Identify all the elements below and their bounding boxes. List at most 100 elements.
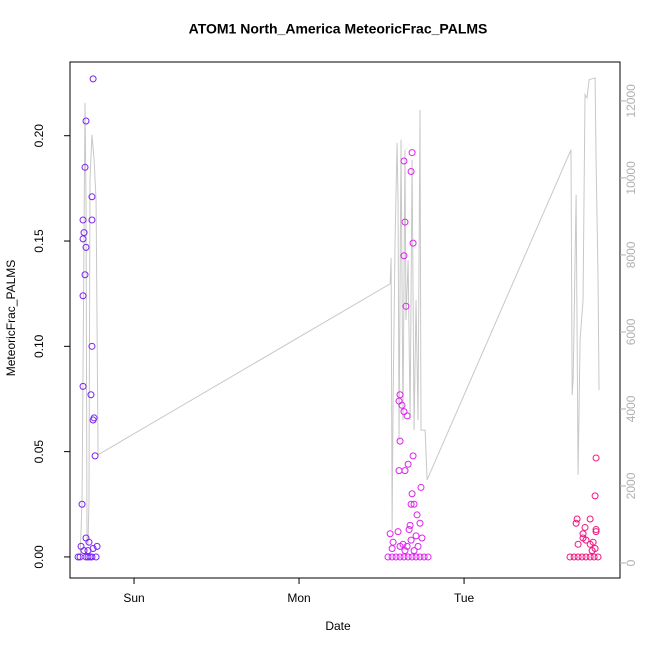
data-point	[586, 553, 594, 561]
data-point	[386, 530, 394, 538]
data-point	[582, 553, 590, 561]
data-point	[404, 460, 412, 468]
y-tick-label: 0.00	[32, 545, 46, 569]
data-point	[74, 553, 82, 561]
y2-tick-label: 4000	[624, 395, 638, 422]
data-point	[408, 490, 416, 498]
data-point	[396, 553, 404, 561]
data-point	[388, 545, 396, 553]
data-point	[407, 500, 415, 508]
data-point	[79, 382, 87, 390]
data-point	[416, 519, 424, 527]
y2-tick-label: 2000	[624, 472, 638, 499]
x-tick-label: Sun	[123, 591, 144, 605]
data-point	[395, 467, 403, 475]
data-point	[81, 271, 89, 279]
data-point	[91, 452, 99, 460]
data-point	[424, 553, 432, 561]
data-point	[400, 408, 408, 416]
data-point	[92, 553, 100, 561]
y-tick-label: 0.05	[32, 440, 46, 464]
data-point	[401, 218, 409, 226]
data-point	[402, 302, 410, 310]
data-point	[87, 391, 95, 399]
data-point	[396, 391, 404, 399]
y2-tick-label: 12000	[624, 84, 638, 118]
data-point	[403, 542, 411, 550]
data-point	[401, 467, 409, 475]
data-point	[592, 528, 600, 536]
x-tick-label: Mon	[287, 591, 310, 605]
data-point	[407, 536, 415, 544]
chart-title: ATOM1 North_America MeteoricFrac_PALMS	[189, 21, 488, 37]
x-tick-label: Tue	[454, 591, 475, 605]
y-tick-label: 0.20	[32, 124, 46, 148]
data-point	[79, 216, 87, 224]
data-point	[400, 252, 408, 260]
data-point	[388, 553, 396, 561]
data-point	[574, 553, 582, 561]
y2-tick-label: 0	[624, 559, 638, 566]
data-point	[573, 515, 581, 523]
data-point	[400, 553, 408, 561]
data-point	[403, 412, 411, 420]
data-point	[586, 515, 594, 523]
data-point	[405, 526, 413, 534]
data-point	[400, 157, 408, 165]
data-point	[582, 536, 590, 544]
plot-frame	[69, 61, 621, 579]
data-point	[414, 542, 422, 550]
data-point	[417, 483, 425, 491]
data-point	[88, 193, 96, 201]
y-tick-label: 0.10	[32, 334, 46, 358]
data-point	[578, 553, 586, 561]
data-point	[412, 532, 420, 540]
y2-tick-label: 6000	[624, 318, 638, 345]
data-point	[570, 553, 578, 561]
data-point	[88, 553, 96, 561]
data-point	[408, 149, 416, 157]
data-point	[404, 553, 412, 561]
data-point	[591, 492, 599, 500]
data-point	[88, 216, 96, 224]
data-point	[406, 521, 414, 529]
data-point	[82, 243, 90, 251]
data-point	[93, 542, 101, 550]
data-point	[89, 75, 97, 83]
data-point	[79, 235, 87, 243]
data-point	[594, 553, 602, 561]
data-point	[409, 452, 417, 460]
data-point	[572, 519, 580, 527]
data-point	[78, 500, 86, 508]
data-point	[592, 526, 600, 534]
data-point	[579, 530, 587, 538]
data-point	[84, 547, 92, 555]
data-point	[82, 117, 90, 125]
data-point	[588, 547, 596, 555]
y-tick-label: 0.15	[32, 229, 46, 253]
data-point	[89, 416, 97, 424]
x-axis-label: Date	[325, 619, 351, 633]
data-point	[396, 542, 404, 550]
data-point	[398, 401, 406, 409]
data-point	[85, 538, 93, 546]
data-point	[394, 528, 402, 536]
data-point	[396, 437, 404, 445]
data-point	[88, 342, 96, 350]
data-point	[81, 163, 89, 171]
data-point	[413, 511, 421, 519]
altitude-line	[79, 77, 600, 560]
data-point	[80, 547, 88, 555]
data-point	[384, 553, 392, 561]
data-point	[409, 239, 417, 247]
y-axis-label: MeteoricFrac_PALMS	[4, 260, 18, 376]
data-point	[590, 553, 598, 561]
data-point	[408, 553, 416, 561]
data-point	[84, 553, 92, 561]
data-point	[418, 534, 426, 542]
data-point	[566, 553, 574, 561]
data-point	[410, 547, 418, 555]
y2-tick-label: 10000	[624, 161, 638, 195]
